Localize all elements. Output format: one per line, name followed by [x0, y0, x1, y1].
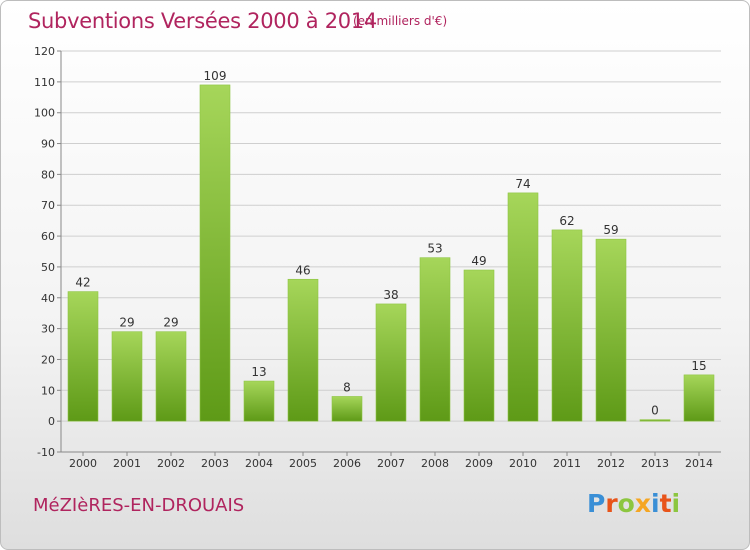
bar-2009 [463, 269, 495, 422]
logo-letter: i [651, 489, 660, 518]
y-tick-label: 80 [41, 168, 55, 181]
y-tick-label: 20 [41, 353, 55, 366]
bar-2003 [199, 84, 231, 422]
logo-letter: o [617, 489, 635, 518]
bar-2012 [595, 238, 627, 422]
x-tick-label-2007: 2007 [377, 457, 405, 470]
data-label-2014: 15 [691, 359, 706, 373]
data-labels: 42 29 29 109 13 46 8 38 53 49 74 62 59 0 15 [75, 69, 706, 418]
y-tick-label: 110 [34, 76, 55, 89]
y-tick-label: 10 [41, 384, 55, 397]
x-tick-label-2000: 2000 [69, 457, 97, 470]
y-tick-label: 40 [41, 292, 55, 305]
y-tick-label: 50 [41, 261, 55, 274]
bar-2002 [155, 331, 187, 422]
data-label-2012: 59 [603, 223, 618, 237]
x-tick-label-2011: 2011 [553, 457, 581, 470]
y-tick-label: 100 [34, 107, 55, 120]
chart-subtitle: (en milliers d'€) [353, 14, 448, 28]
logo-letter: i [671, 489, 681, 518]
proxiti-logo[interactable]: Proxiti [587, 489, 680, 518]
bar-2011 [551, 229, 583, 422]
x-tick-label-2001: 2001 [113, 457, 141, 470]
bar-2008 [419, 257, 451, 422]
y-tick-label: 30 [41, 323, 55, 336]
data-label-2006: 8 [343, 380, 351, 394]
x-tick-label-2014: 2014 [685, 457, 713, 470]
bar-2014 [683, 374, 715, 422]
bar-2007 [375, 303, 407, 422]
bar-2001 [111, 331, 143, 422]
logo-letter: t [659, 489, 672, 518]
logo-letter: P [587, 489, 606, 518]
x-tick-label-2006: 2006 [333, 457, 361, 470]
x-tick-label-2004: 2004 [245, 457, 273, 470]
logo-letter: x [634, 489, 651, 518]
bar-2005 [287, 278, 319, 422]
data-label-2004: 13 [251, 365, 266, 379]
y-tick-label: 120 [34, 45, 55, 58]
bars [67, 84, 715, 422]
y-tick-label: 70 [41, 199, 55, 212]
chart-title: Subventions Versées 2000 à 2014 [28, 9, 377, 33]
bar-2004 [243, 380, 275, 422]
x-tick-label-2008: 2008 [421, 457, 449, 470]
bar-2010 [507, 192, 539, 422]
data-label-2007: 38 [383, 288, 398, 302]
x-tick-label-2003: 2003 [201, 457, 229, 470]
data-label-2011: 62 [559, 214, 574, 228]
data-label-2008: 53 [427, 242, 442, 256]
data-label-2001: 29 [119, 316, 134, 330]
x-tick-label-2005: 2005 [289, 457, 317, 470]
data-label-2002: 29 [163, 316, 178, 330]
commune-name: MéZIèRES-EN-DROUAIS [33, 495, 245, 516]
x-tick-label-2013: 2013 [641, 457, 669, 470]
y-tick-label: -10 [37, 446, 55, 459]
y-tick-label: 0 [48, 415, 55, 428]
data-label-2010: 74 [515, 177, 530, 191]
x-tick-label-2002: 2002 [157, 457, 185, 470]
data-label-2003: 109 [204, 69, 227, 83]
bar-2000 [67, 291, 99, 422]
y-tick-label: 60 [41, 230, 55, 243]
data-label-2000: 42 [75, 276, 90, 290]
x-tick-label-2009: 2009 [465, 457, 493, 470]
bar-2013 [639, 419, 671, 422]
bar-2006 [331, 396, 363, 422]
logo-letter: r [605, 489, 618, 518]
data-label-2013: 0 [651, 404, 659, 418]
data-label-2005: 46 [295, 263, 310, 277]
x-tick-label-2012: 2012 [597, 457, 625, 470]
data-label-2009: 49 [471, 254, 486, 268]
y-tick-label: 90 [41, 138, 55, 151]
x-tick-label-2010: 2010 [509, 457, 537, 470]
